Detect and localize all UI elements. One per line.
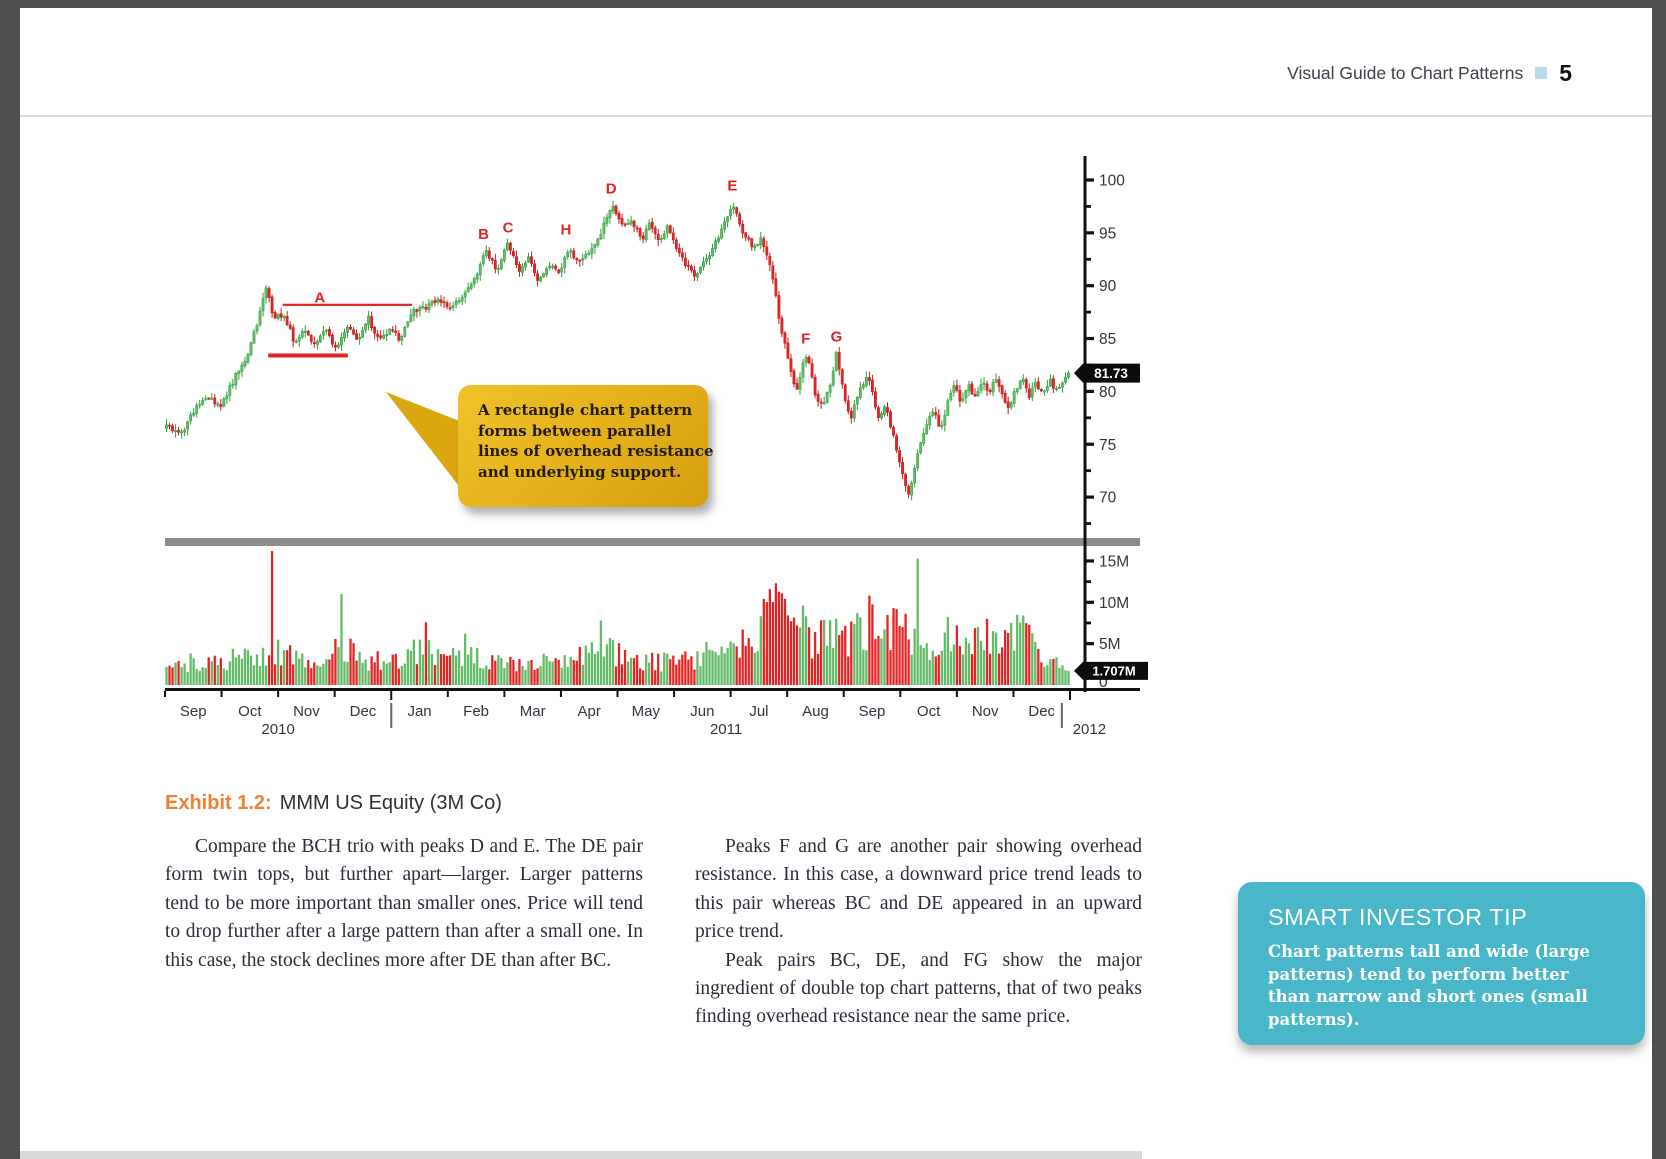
- svg-text:70: 70: [1099, 490, 1117, 507]
- body-column-right: Peaks F and G are another pair showing o…: [695, 833, 1142, 1032]
- header-square-marker-icon: [1535, 67, 1548, 79]
- page-bottom-strip: [20, 1151, 1142, 1159]
- x-axis: Sep Oct Nov Dec Jan Feb Mar Apr May Jun Jul Aug Sep O…: [164, 688, 1140, 738]
- resistance-line: [282, 303, 413, 306]
- svg-text:Oct: Oct: [238, 703, 262, 720]
- price-volume-chart: 70 75 80 85 90 95 100 0 5M 10M 15M Sep Oct Nov Dec Jan F…: [164, 156, 1148, 738]
- pattern-label-D: D: [606, 180, 617, 197]
- svg-text:May: May: [632, 703, 661, 720]
- svg-text:Dec: Dec: [1028, 703, 1055, 720]
- candlesticks: [165, 200, 1070, 501]
- callout-tail: [386, 392, 472, 503]
- rectangle-pattern-callout: A rectangle chart pattern forms between …: [458, 385, 714, 507]
- svg-text:Aug: Aug: [802, 703, 829, 720]
- support-line: [268, 353, 348, 358]
- callout-text: A rectangle chart pattern forms between …: [458, 385, 714, 482]
- svg-text:10M: 10M: [1099, 595, 1129, 612]
- exhibit-label: Exhibit 1.2:: [165, 792, 272, 814]
- exhibit-title: MMM US Equity (3M Co): [279, 792, 502, 814]
- svg-text:Jun: Jun: [690, 703, 714, 720]
- svg-text:Apr: Apr: [578, 703, 601, 720]
- body-column-left: Compare the BCH trio with peaks D and E.…: [165, 833, 643, 975]
- svg-text:75: 75: [1099, 437, 1116, 454]
- pattern-label-E: E: [727, 177, 737, 194]
- svg-text:Oct: Oct: [917, 703, 941, 720]
- svg-text:85: 85: [1099, 331, 1116, 348]
- paragraph: Peaks F and G are another pair showing o…: [695, 836, 1142, 943]
- svg-text:15M: 15M: [1099, 553, 1129, 570]
- svg-text:Nov: Nov: [972, 703, 999, 720]
- svg-text:100: 100: [1099, 173, 1125, 190]
- svg-text:Dec: Dec: [350, 703, 377, 720]
- callout-line: lines of overhead resistance: [478, 442, 714, 460]
- svg-text:95: 95: [1099, 225, 1116, 242]
- pattern-label-F: F: [801, 331, 810, 348]
- pattern-label-A: A: [314, 289, 325, 306]
- callout-line: A rectangle chart pattern: [478, 401, 693, 419]
- svg-text:2012: 2012: [1073, 721, 1106, 738]
- paragraph: Compare the BCH trio with peaks D and E.…: [165, 836, 643, 971]
- svg-text:5M: 5M: [1099, 636, 1121, 653]
- svg-text:90: 90: [1099, 278, 1117, 295]
- last-price-tag: 81.73: [1074, 363, 1140, 383]
- callout-line: forms between parallel: [478, 421, 672, 440]
- svg-text:Feb: Feb: [463, 703, 489, 720]
- svg-text:2010: 2010: [261, 721, 294, 738]
- callout-line: and underlying support.: [478, 462, 682, 481]
- pattern-label-C: C: [503, 220, 514, 237]
- last-volume-tag: 1.707M: [1074, 661, 1148, 680]
- header-rule: [20, 115, 1652, 117]
- svg-text:0: 0: [1099, 674, 1108, 691]
- pattern-label-G: G: [831, 328, 843, 345]
- svg-text:81.73: 81.73: [1094, 366, 1128, 381]
- exhibit-caption: Exhibit 1.2: MMM US Equity (3M Co): [165, 792, 502, 815]
- page-number: 5: [1559, 59, 1572, 86]
- svg-text:1.707M: 1.707M: [1092, 663, 1135, 678]
- price-axis: 70 75 80 85 90 95 100: [1083, 156, 1125, 692]
- svg-text:Sep: Sep: [859, 703, 886, 720]
- svg-text:Jan: Jan: [407, 703, 431, 720]
- tip-text: Chart patterns tall and wide (large patt…: [1268, 942, 1590, 1029]
- paragraph: Peak pairs BC, DE, and FG show the major…: [695, 949, 1142, 1028]
- pattern-label-B: B: [478, 226, 489, 243]
- svg-text:Mar: Mar: [520, 703, 546, 720]
- page-header: Visual Guide to Chart Patterns 5: [1287, 58, 1572, 88]
- volume-bars: [165, 551, 1070, 685]
- pattern-label-H: H: [560, 222, 571, 239]
- smart-investor-tip-box: SMART INVESTOR TIP Chart patterns tall a…: [1238, 882, 1645, 1045]
- tip-title: SMART INVESTOR TIP: [1268, 904, 1528, 930]
- svg-text:2011: 2011: [710, 721, 742, 738]
- svg-text:80: 80: [1099, 384, 1117, 401]
- svg-text:Nov: Nov: [293, 703, 320, 720]
- pattern-labels: A B C H D E F G: [314, 177, 842, 347]
- svg-text:Sep: Sep: [180, 703, 207, 720]
- svg-text:Jul: Jul: [749, 703, 768, 720]
- pane-divider: [165, 538, 1140, 546]
- running-title: Visual Guide to Chart Patterns: [1287, 62, 1524, 83]
